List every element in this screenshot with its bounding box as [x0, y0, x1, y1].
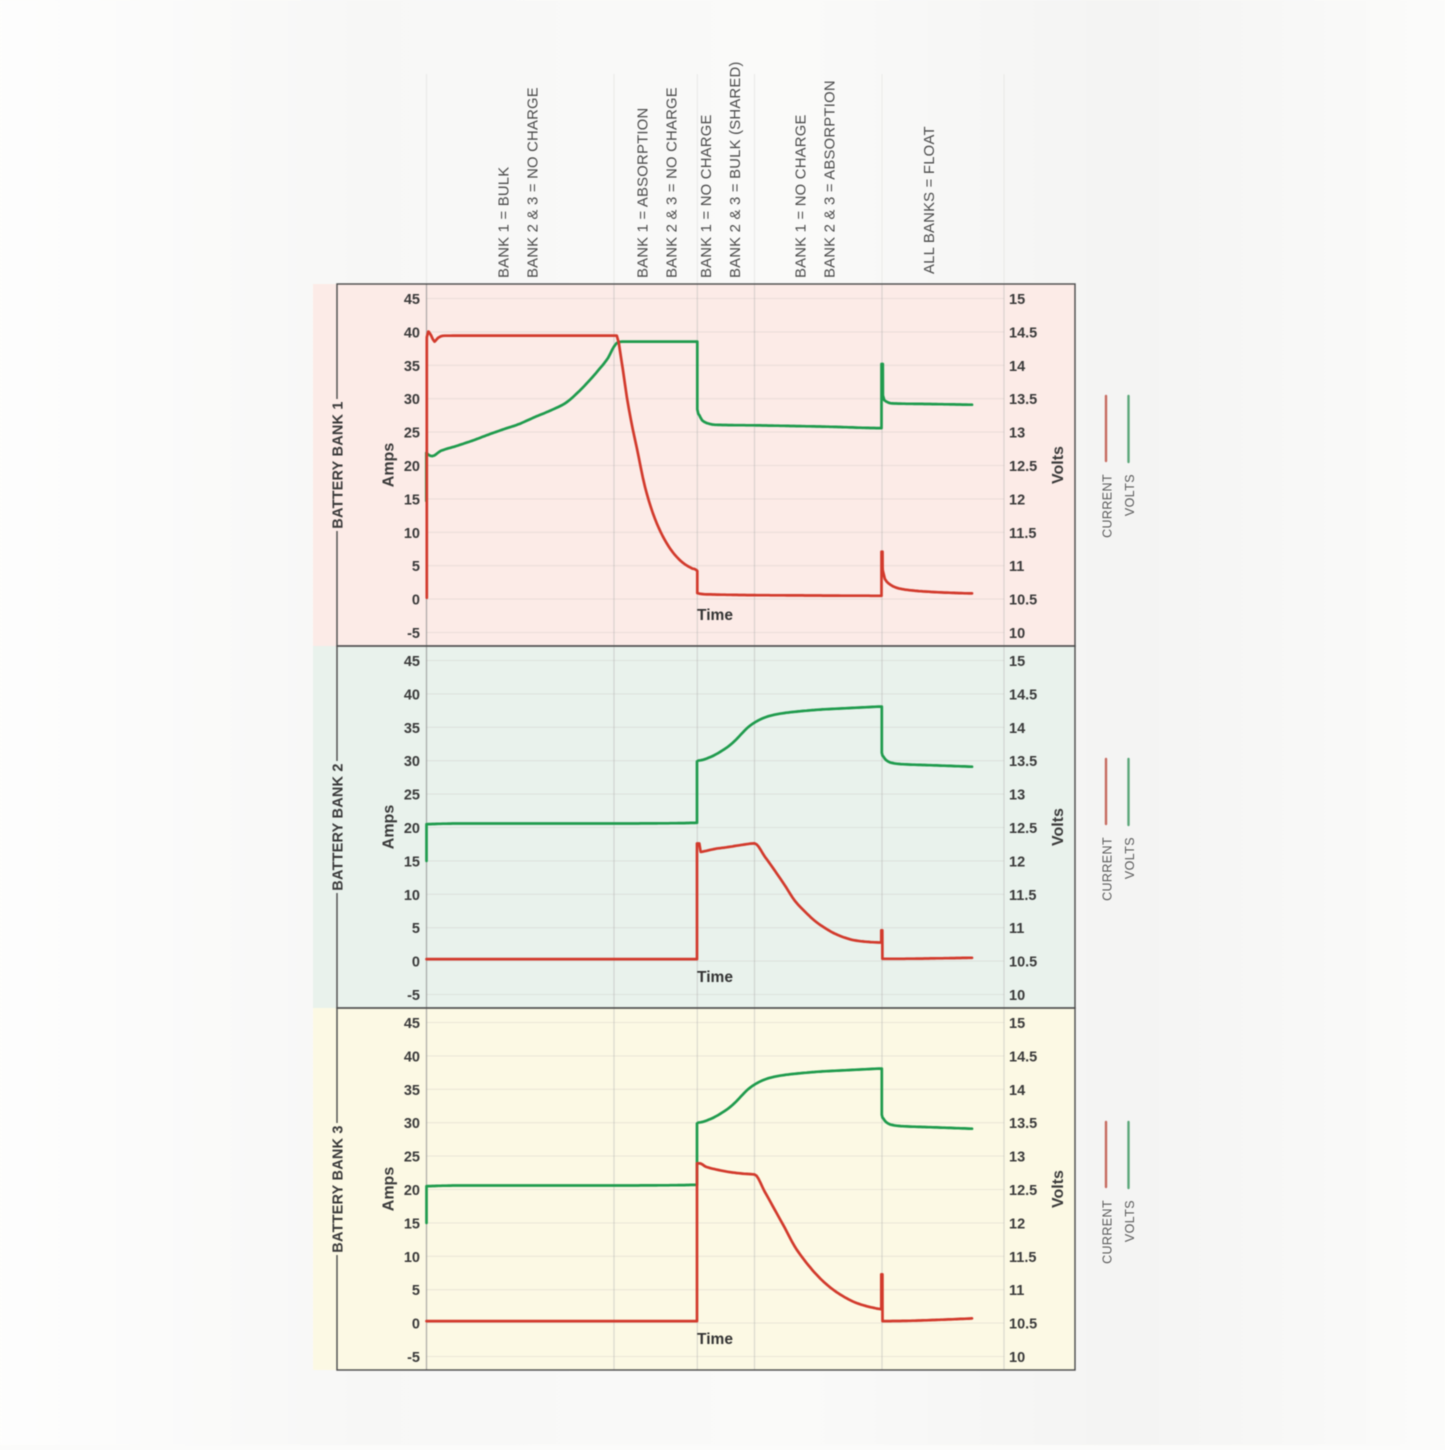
svg-text:15: 15: [404, 854, 420, 870]
svg-text:-5: -5: [407, 1350, 420, 1366]
svg-text:0: 0: [412, 593, 420, 609]
svg-text:10: 10: [404, 888, 420, 904]
svg-text:5: 5: [412, 1283, 420, 1299]
svg-text:VOLTS: VOLTS: [1123, 474, 1137, 516]
svg-text:25: 25: [404, 788, 420, 804]
svg-text:-5: -5: [407, 626, 420, 642]
svg-text:12.5: 12.5: [1009, 821, 1037, 837]
svg-text:12.5: 12.5: [1009, 459, 1037, 475]
svg-text:10: 10: [1009, 626, 1025, 642]
svg-text:12: 12: [1009, 1216, 1025, 1232]
svg-text:14: 14: [1009, 721, 1025, 737]
svg-text:35: 35: [404, 359, 420, 375]
svg-text:Time: Time: [697, 607, 733, 624]
svg-text:15: 15: [1009, 1016, 1025, 1032]
svg-text:VOLTS: VOLTS: [1123, 837, 1137, 879]
svg-text:CURRENT: CURRENT: [1101, 474, 1115, 538]
svg-text:11.5: 11.5: [1009, 1250, 1036, 1266]
svg-text:BANK 2 & 3 = ABSORPTION: BANK 2 & 3 = ABSORPTION: [823, 80, 839, 278]
svg-text:Volts: Volts: [1050, 1170, 1067, 1208]
svg-text:14.5: 14.5: [1009, 1049, 1037, 1065]
svg-text:BANK 1 = BULK: BANK 1 = BULK: [497, 167, 513, 278]
svg-text:CURRENT: CURRENT: [1101, 1200, 1115, 1264]
svg-text:15: 15: [404, 492, 420, 508]
svg-text:11: 11: [1009, 559, 1024, 575]
svg-text:45: 45: [404, 654, 420, 670]
svg-text:10: 10: [404, 526, 420, 542]
svg-text:11: 11: [1009, 921, 1024, 937]
svg-text:25: 25: [404, 1150, 420, 1166]
svg-text:11: 11: [1009, 1283, 1024, 1299]
svg-text:BANK 1 = NO CHARGE: BANK 1 = NO CHARGE: [794, 114, 810, 278]
svg-text:13: 13: [1009, 426, 1025, 442]
svg-text:Volts: Volts: [1050, 808, 1067, 846]
svg-text:BANK 2 & 3 = NO CHARGE: BANK 2 & 3 = NO CHARGE: [526, 87, 542, 278]
svg-text:14.5: 14.5: [1009, 687, 1037, 703]
svg-text:12.5: 12.5: [1009, 1183, 1037, 1199]
svg-text:13: 13: [1009, 1150, 1025, 1166]
svg-text:12: 12: [1009, 854, 1025, 870]
svg-text:Time: Time: [697, 1331, 733, 1348]
svg-text:20: 20: [404, 821, 420, 837]
svg-text:40: 40: [404, 325, 420, 341]
svg-text:30: 30: [404, 392, 420, 408]
svg-text:14: 14: [1009, 1083, 1025, 1099]
svg-text:5: 5: [412, 559, 420, 575]
svg-text:Time: Time: [697, 969, 733, 986]
svg-text:ALL BANKS = FLOAT: ALL BANKS = FLOAT: [922, 126, 938, 274]
svg-text:40: 40: [404, 1049, 420, 1065]
svg-text:BATTERY BANK 3: BATTERY BANK 3: [331, 1125, 347, 1252]
svg-text:Volts: Volts: [1050, 446, 1067, 484]
svg-text:35: 35: [404, 721, 420, 737]
svg-text:VOLTS: VOLTS: [1123, 1200, 1137, 1242]
svg-text:20: 20: [404, 1183, 420, 1199]
svg-text:35: 35: [404, 1083, 420, 1099]
svg-text:Amps: Amps: [381, 443, 398, 488]
svg-text:BATTERY BANK 1: BATTERY BANK 1: [331, 401, 347, 528]
svg-text:BANK 1 = ABSORPTION: BANK 1 = ABSORPTION: [636, 108, 652, 278]
svg-text:CURRENT: CURRENT: [1101, 837, 1115, 901]
svg-text:40: 40: [404, 687, 420, 703]
svg-text:10.5: 10.5: [1009, 955, 1037, 971]
svg-text:15: 15: [1009, 292, 1025, 308]
svg-text:13.5: 13.5: [1009, 392, 1037, 408]
svg-text:11.5: 11.5: [1009, 526, 1036, 542]
svg-text:12: 12: [1009, 492, 1025, 508]
svg-text:15: 15: [1009, 654, 1025, 670]
svg-text:20: 20: [404, 459, 420, 475]
svg-text:14.5: 14.5: [1009, 325, 1037, 341]
svg-text:10: 10: [1009, 1350, 1025, 1366]
svg-text:13.5: 13.5: [1009, 1116, 1037, 1132]
svg-text:13: 13: [1009, 788, 1025, 804]
svg-text:10.5: 10.5: [1009, 593, 1037, 609]
svg-text:Amps: Amps: [381, 1167, 398, 1212]
svg-text:BATTERY BANK 2: BATTERY BANK 2: [331, 763, 347, 890]
svg-text:10.5: 10.5: [1009, 1317, 1037, 1333]
svg-text:13.5: 13.5: [1009, 754, 1037, 770]
svg-text:45: 45: [404, 1016, 420, 1032]
svg-text:15: 15: [404, 1216, 420, 1232]
svg-text:0: 0: [412, 955, 420, 971]
svg-text:30: 30: [404, 1116, 420, 1132]
svg-text:BANK 2 & 3 = NO CHARGE: BANK 2 & 3 = NO CHARGE: [665, 87, 681, 278]
svg-text:45: 45: [404, 292, 420, 308]
svg-text:14: 14: [1009, 359, 1025, 375]
svg-text:Amps: Amps: [381, 805, 398, 850]
svg-text:30: 30: [404, 754, 420, 770]
svg-text:10: 10: [1009, 988, 1025, 1004]
svg-text:11.5: 11.5: [1009, 888, 1036, 904]
svg-text:-5: -5: [407, 988, 420, 1004]
svg-text:25: 25: [404, 426, 420, 442]
svg-text:5: 5: [412, 921, 420, 937]
svg-text:10: 10: [404, 1250, 420, 1266]
svg-text:0: 0: [412, 1317, 420, 1333]
svg-text:BANK 1 = NO CHARGE: BANK 1 = NO CHARGE: [699, 114, 715, 278]
svg-text:BANK 2 & 3 = BULK (SHARED): BANK 2 & 3 = BULK (SHARED): [728, 61, 744, 278]
